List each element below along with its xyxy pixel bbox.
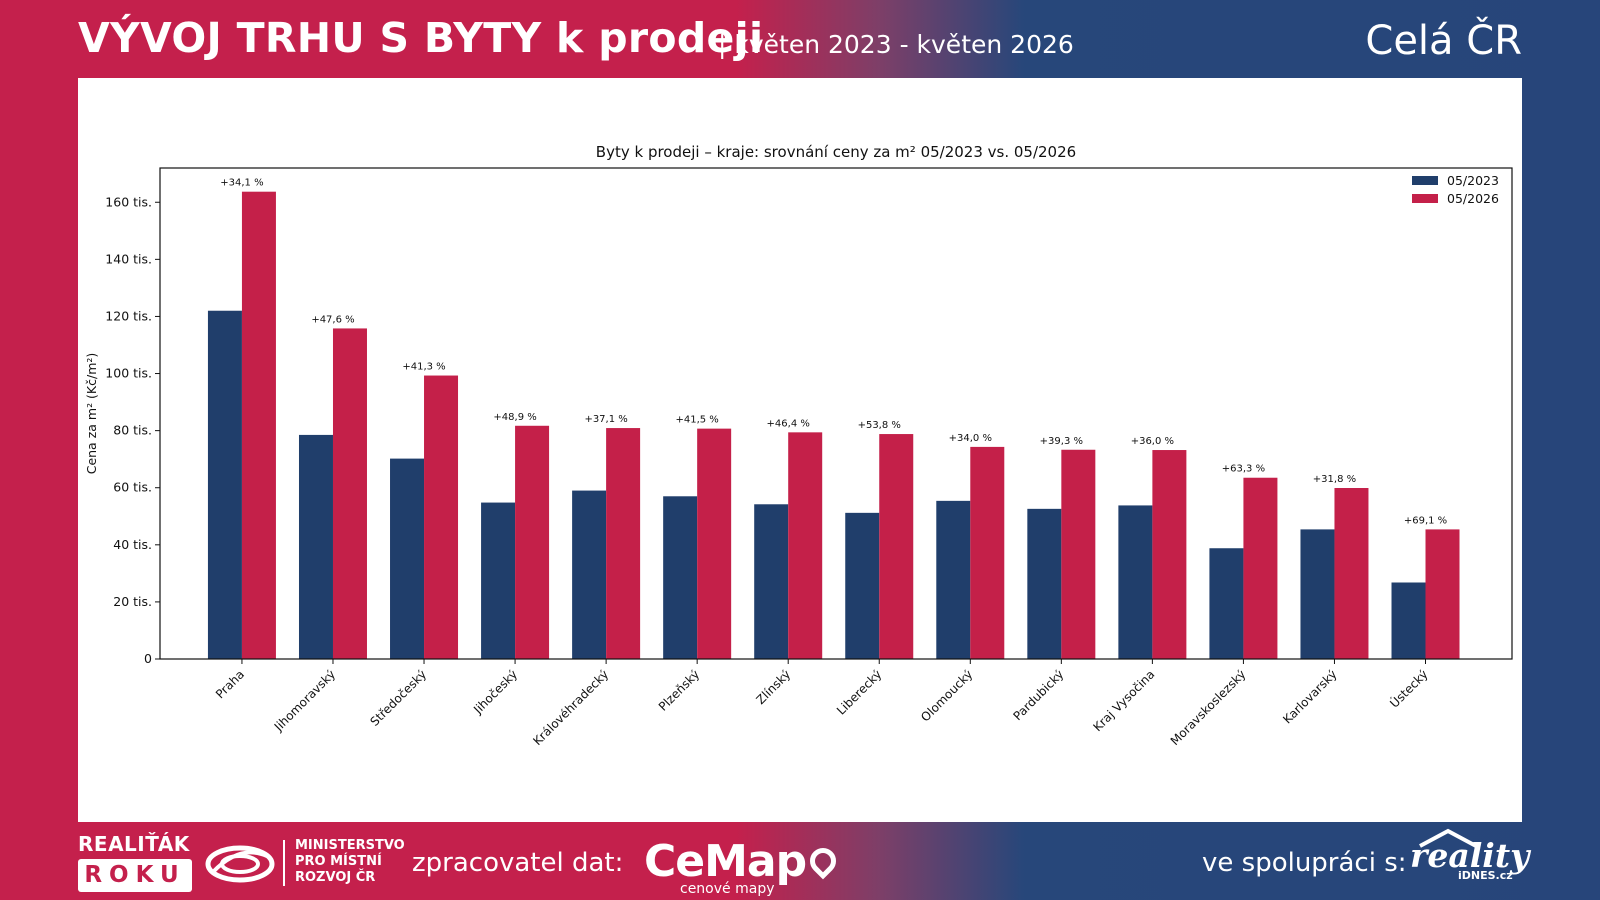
change-label: +36,0 %	[1131, 436, 1174, 447]
house-roof-icon	[1419, 828, 1477, 848]
change-label: +69,1 %	[1404, 515, 1447, 526]
y-tick-label: 60 tis.	[113, 480, 152, 495]
legend-label: 05/2026	[1447, 191, 1499, 206]
change-label: +47,6 %	[311, 314, 354, 325]
x-tick-label: Liberecký	[834, 667, 884, 717]
map-pin-icon	[804, 842, 842, 880]
chart-panel: Byty k prodeji – kraje: srovnání ceny za…	[78, 78, 1522, 822]
x-tick-label: Středočeský	[367, 667, 429, 729]
change-label: +53,8 %	[858, 420, 901, 431]
x-tick-label: Olomoucký	[918, 667, 975, 724]
ministry-emblem-icon	[205, 845, 275, 883]
bar-2023	[845, 512, 880, 659]
bar-2026	[332, 328, 367, 659]
reality-logo-subtitle: iDNES.cz	[1458, 869, 1513, 882]
bar-2023	[481, 502, 516, 659]
legend-label: 05/2023	[1447, 173, 1499, 188]
ministry-divider	[283, 840, 285, 886]
bar-2023	[936, 500, 971, 659]
chart-title: Byty k prodeji – kraje: srovnání ceny za…	[596, 143, 1076, 161]
y-tick-label: 140 tis.	[105, 251, 152, 266]
cemap-logo-subtitle: cenové mapy	[680, 881, 775, 897]
change-label: +46,4 %	[767, 418, 810, 429]
bar-chart: Byty k prodeji – kraje: srovnání ceny za…	[84, 143, 1513, 748]
y-tick-label: 0	[144, 651, 152, 666]
x-tick-label: Moravskoslezský	[1168, 667, 1249, 748]
legend-swatch-2026	[1412, 194, 1438, 203]
bar-2026	[606, 428, 641, 659]
ministry-logo-text: MINISTERSTVO PRO MÍSTNÍ ROZVOJ ČR	[295, 838, 405, 886]
change-label: +34,1 %	[220, 178, 263, 189]
bar-2026	[697, 428, 732, 659]
bar-2023	[663, 496, 698, 659]
x-tick-label: Karlovarský	[1280, 667, 1339, 726]
bar-2026	[1243, 477, 1278, 659]
bar-2023	[390, 458, 425, 659]
change-label: +63,3 %	[1222, 464, 1265, 475]
y-tick-label: 40 tis.	[113, 537, 152, 552]
bar-2026	[879, 434, 914, 659]
bar-2023	[207, 310, 242, 659]
bar-2023	[1300, 529, 1335, 659]
x-tick-label: Ústecký	[1387, 667, 1431, 711]
cooperation-label: ve spolupráci s:	[1202, 848, 1407, 878]
change-label: +48,9 %	[493, 412, 536, 423]
data-processor-label: zpracovatel dat:	[412, 848, 624, 878]
bar-2023	[754, 504, 789, 659]
bar-2026	[1334, 488, 1369, 659]
bar-2023	[1027, 508, 1062, 659]
bar-2026	[1061, 449, 1096, 659]
page-subtitle: | květen 2023 - květen 2026	[718, 30, 1074, 59]
bar-2023	[572, 490, 607, 659]
bar-2023	[1391, 582, 1426, 659]
bar-2026	[970, 446, 1005, 659]
ministry-line-2: PRO MÍSTNÍ	[295, 854, 382, 869]
bar-2026	[424, 375, 459, 659]
cemap-logo-word: CeMap	[644, 836, 807, 887]
reality-idnes-logo: reality iDNES.cz	[1410, 828, 1529, 882]
bar-2026	[1425, 529, 1460, 659]
change-label: +39,3 %	[1040, 436, 1083, 447]
change-label: +31,8 %	[1313, 474, 1356, 485]
x-tick-label: Plzeňský	[656, 667, 702, 713]
region-label: Celá ČR	[1365, 18, 1522, 64]
ministry-line-1: MINISTERSTVO	[295, 838, 405, 853]
x-tick-label: Pardubický	[1010, 667, 1066, 723]
header-bar: VÝVOJ TRHU S BYTY k prodeji | květen 202…	[0, 0, 1600, 78]
bar-2023	[1118, 505, 1153, 659]
page-title: VÝVOJ TRHU S BYTY k prodeji	[78, 14, 764, 62]
x-tick-label: Jihočeský	[470, 667, 520, 717]
y-tick-label: 80 tis.	[113, 423, 152, 438]
bar-2026	[515, 425, 550, 659]
change-label: +41,5 %	[675, 415, 718, 426]
y-axis-label: Cena za m² (Kč/m²)	[84, 353, 99, 475]
x-tick-label: Královéhradecký	[530, 667, 611, 748]
bar-2026	[1152, 450, 1187, 659]
realitak-logo-top: REALIŤÁK	[78, 832, 190, 856]
change-label: +41,3 %	[402, 362, 445, 373]
cemap-logo: CeMap cenové mapy	[644, 836, 842, 897]
footer-bar: REALIŤÁK ROKU MINISTERSTVO PRO MÍSTNÍ RO…	[0, 822, 1600, 900]
y-tick-label: 120 tis.	[105, 308, 152, 323]
plot-frame	[159, 167, 1513, 660]
x-tick-label: Praha	[213, 667, 247, 701]
y-tick-label: 20 tis.	[113, 594, 152, 609]
bar-2026	[788, 432, 823, 659]
x-tick-label: Kraj Vysočina	[1090, 667, 1157, 734]
change-label: +34,0 %	[949, 433, 992, 444]
y-tick-label: 100 tis.	[105, 366, 152, 381]
y-tick-label: 160 tis.	[105, 194, 152, 209]
bar-2026	[241, 191, 276, 659]
x-tick-label: Jihomoravský	[271, 667, 338, 734]
legend-swatch-2023	[1412, 176, 1438, 185]
bar-2023	[1209, 548, 1244, 659]
change-label: +37,1 %	[584, 414, 627, 425]
bar-2023	[298, 434, 333, 659]
realitak-logo-bottom: ROKU	[78, 859, 192, 892]
realitak-roku-logo: REALIŤÁK ROKU	[78, 832, 193, 892]
ministry-line-3: ROZVOJ ČR	[295, 870, 376, 885]
x-tick-label: Zlínský	[753, 667, 793, 707]
